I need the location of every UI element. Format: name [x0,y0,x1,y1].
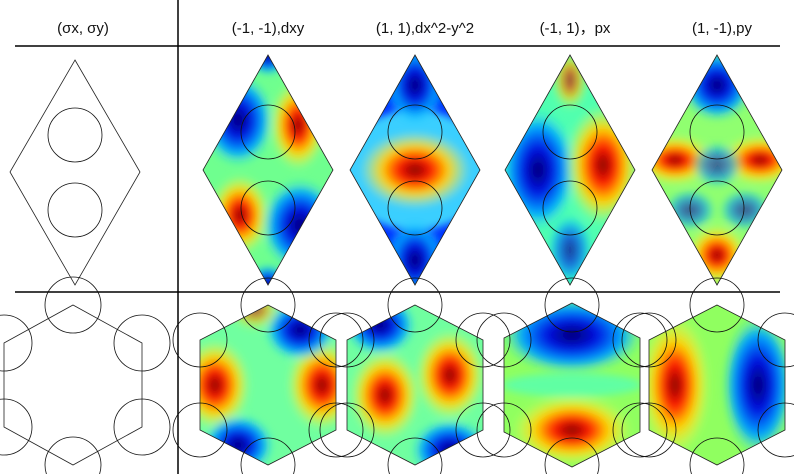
hole [612,312,668,368]
field-plot [350,55,480,285]
field-plot [203,55,333,285]
hole [172,312,228,368]
hexagon-geometry [0,276,171,474]
hole [455,402,511,458]
hole [542,104,598,160]
hole [757,312,794,368]
header-cell: (1, 1),dx^2-y^2 [376,20,474,37]
header-cell: (-1, -1),dxy [232,20,305,37]
header-cell: (σx, σy) [57,20,109,37]
hole [757,402,794,458]
hole [240,277,296,333]
rhombus-geometry [9,59,141,286]
hole [476,312,532,368]
header-row: (σx, σy) (-1, -1),dxy (1, 1),dx^2-y^2 (-… [57,20,752,37]
field-plot [652,55,782,285]
holes [172,104,794,474]
field-plot [200,305,336,465]
outlines [199,54,786,468]
hole [621,312,677,368]
field-plot [347,305,483,465]
hole [308,402,364,458]
hole [689,277,745,333]
hole [689,180,745,236]
field-plot [504,303,640,467]
hole [689,104,745,160]
hole [387,437,443,474]
hole [387,180,443,236]
hole [621,402,677,458]
field-plot [505,55,635,285]
hole [476,402,532,458]
hole [544,277,600,333]
hole [387,277,443,333]
hole [319,402,375,458]
header-cell: (-1, 1)，px [540,20,611,37]
hole [544,437,600,474]
hole [308,312,364,368]
hole [689,437,745,474]
hole [319,312,375,368]
hole [240,104,296,160]
header-cell: (1, -1),py [692,20,753,37]
hole [240,437,296,474]
hole [172,402,228,458]
hole [542,180,598,236]
hole [612,402,668,458]
hole [387,104,443,160]
hole [455,312,511,368]
hole [240,180,296,236]
